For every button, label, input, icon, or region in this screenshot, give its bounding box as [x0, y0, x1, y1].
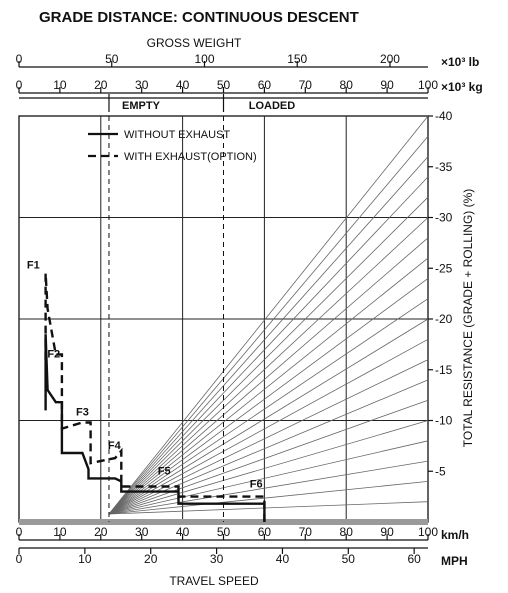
weight-kg-tick-label: 80 — [340, 78, 354, 92]
series-line-with-exhaust — [44, 273, 266, 522]
series-lines — [44, 273, 266, 522]
resistance-line-18 — [108, 338, 429, 515]
resistance-line-28 — [108, 237, 429, 515]
weight-band — [19, 94, 428, 112]
gross-weight-label: GROSS WEIGHT — [147, 36, 242, 50]
speed-axis-kmh: 0 10 20 30 40 50 60 70 80 90 100 — [16, 525, 438, 541]
speed-kmh-tick-label: 50 — [217, 525, 231, 539]
weight-kg-tick-label: 30 — [135, 78, 149, 92]
gear-label-f1: F1 — [27, 259, 40, 271]
gear-label-f6: F6 — [250, 478, 263, 490]
speed-unit-mph: MPH — [441, 554, 468, 568]
speed-mph-tick-label: 50 — [342, 552, 356, 566]
speed-mph-tick-label: 40 — [276, 552, 290, 566]
weight-kg-tick-label: 40 — [176, 78, 190, 92]
resistance-line-32 — [108, 196, 429, 515]
legend-label-with-exhaust: WITH EXHAUST(OPTION) — [124, 151, 257, 163]
weight-unit-kg: ×10³ kg — [441, 80, 483, 94]
y-tick-label: -20 — [435, 312, 453, 326]
resistance-line-8 — [108, 440, 429, 515]
gear-label-f3: F3 — [76, 406, 89, 418]
resistance-line-40 — [108, 115, 429, 515]
resistance-line-34 — [108, 176, 429, 515]
gear-label-f2: F2 — [47, 349, 60, 361]
speed-kmh-tick-label: 70 — [299, 525, 313, 539]
speed-kmh-tick-label: 100 — [418, 525, 438, 539]
weight-kg-tick-label: 100 — [418, 78, 438, 92]
resistance-line-10 — [108, 420, 429, 515]
speed-mph-tick-label: 10 — [78, 552, 92, 566]
y-axis: -5 -10 -15 -20 -25 -30 -35 -40 — [428, 109, 453, 478]
weight-axis-kg: 0 10 20 30 40 50 60 70 80 90 100 — [16, 78, 438, 94]
weight-lb-tick-label: 200 — [380, 52, 400, 66]
resistance-line-20 — [108, 318, 429, 515]
weight-kg-tick-label: 0 — [16, 78, 23, 92]
legend: WITHOUT EXHAUST WITH EXHAUST(OPTION) — [88, 129, 257, 163]
weight-lb-tick-label: 50 — [105, 52, 119, 66]
weight-unit-lb: ×10³ lb — [441, 55, 479, 69]
x-axis-title: TRAVEL SPEED — [169, 574, 259, 588]
resistance-line-2 — [108, 501, 429, 515]
empty-label: EMPTY — [122, 100, 161, 112]
resistance-line-26 — [108, 257, 429, 515]
speed-kmh-tick-label: 0 — [16, 525, 23, 539]
gear-labels: F1 F2 F3 F4 F5 F6 — [27, 259, 263, 490]
y-tick-label: -40 — [435, 109, 453, 123]
speed-mph-tick-label: 20 — [144, 552, 158, 566]
chart-title: GRADE DISTANCE: CONTINUOUS DESCENT — [39, 9, 359, 26]
speed-mph-tick-label: 60 — [407, 552, 421, 566]
weight-kg-tick-label: 10 — [53, 78, 67, 92]
gear-label-f5: F5 — [158, 465, 171, 477]
weight-kg-tick-label: 60 — [258, 78, 272, 92]
gear-label-f4: F4 — [108, 440, 122, 452]
speed-kmh-tick-label: 90 — [380, 525, 394, 539]
weight-kg-tick-label: 90 — [380, 78, 394, 92]
weight-axis-lb: 0 50 100 150 200 — [16, 52, 428, 68]
y-tick-label: -25 — [435, 261, 453, 275]
weight-kg-tick-label: 20 — [94, 78, 108, 92]
legend-label-without-exhaust: WITHOUT EXHAUST — [124, 129, 230, 141]
resistance-line-12 — [108, 399, 429, 515]
resistance-line-36 — [108, 156, 429, 515]
weight-lb-tick-label: 150 — [287, 52, 307, 66]
resistance-lines — [108, 115, 429, 515]
y-tick-label: -5 — [435, 464, 446, 478]
plot-grid — [18, 115, 429, 525]
resistance-line-14 — [108, 379, 429, 515]
y-axis-title: TOTAL RESISTANCE (GRADE + ROLLING) (%) — [461, 189, 475, 448]
y-tick-label: -10 — [435, 414, 453, 428]
resistance-line-6 — [108, 460, 429, 515]
weight-kg-tick-label: 70 — [299, 78, 313, 92]
speed-kmh-tick-label: 20 — [94, 525, 108, 539]
weight-kg-tick-label: 50 — [217, 78, 231, 92]
resistance-line-24 — [108, 278, 429, 515]
y-tick-label: -35 — [435, 160, 453, 174]
resistance-line-30 — [108, 217, 429, 515]
speed-kmh-tick-label: 30 — [135, 525, 149, 539]
speed-kmh-tick-label: 80 — [340, 525, 354, 539]
speed-kmh-tick-label: 40 — [176, 525, 190, 539]
speed-kmh-tick-label: 10 — [53, 525, 67, 539]
resistance-line-16 — [108, 359, 429, 515]
y-tick-label: -30 — [435, 211, 453, 225]
resistance-line-4 — [108, 481, 429, 515]
y-tick-label: -15 — [435, 363, 453, 377]
speed-axis-mph: 0 10 20 30 40 50 60 — [16, 547, 428, 566]
resistance-line-22 — [108, 298, 429, 515]
speed-kmh-tick-label: 60 — [258, 525, 272, 539]
loaded-label: LOADED — [249, 100, 296, 112]
weight-markers — [108, 116, 224, 522]
weight-lb-tick-label: 0 — [16, 52, 23, 66]
resistance-line-38 — [108, 136, 429, 515]
speed-mph-tick-label: 0 — [16, 552, 23, 566]
speed-unit-kmh: km/h — [441, 528, 469, 542]
weight-lb-tick-label: 100 — [194, 52, 214, 66]
speed-mph-tick-label: 30 — [210, 552, 224, 566]
